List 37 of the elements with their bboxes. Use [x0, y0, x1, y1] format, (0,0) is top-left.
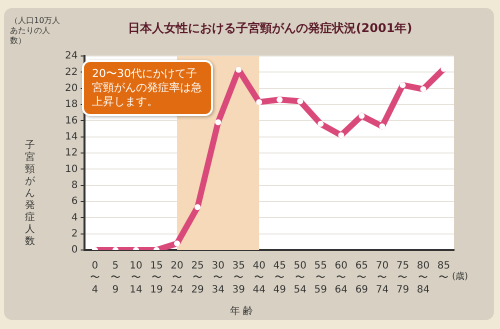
x-tick-label: 10 〜 14: [130, 260, 142, 296]
x-tick-label: 80 〜 84: [416, 260, 430, 296]
text: （人口10万人あたりの人数）: [10, 16, 62, 46]
x-tick-label: 40 〜 44: [252, 260, 266, 296]
x-tick-label: 5 〜 9: [110, 260, 120, 296]
x-tick-label: 20 〜 24: [170, 260, 184, 296]
x-tick-label: 30 〜 34: [212, 260, 224, 296]
x-tick-label: 55 〜 59: [314, 260, 328, 296]
y-tick-label: 14: [64, 131, 78, 142]
x-tick-label: 25 〜 29: [191, 260, 204, 296]
x-tick-label: 0 〜 4: [90, 260, 100, 296]
x-tick-label: 60 〜 64: [334, 260, 348, 296]
x-tick-label: 85 〜: [437, 260, 450, 284]
y-tick-label: 22: [64, 66, 78, 78]
y-tick-label: 0: [71, 244, 78, 256]
x-tick-label: 45 〜 49: [273, 260, 286, 296]
x-tick-label: 65 〜 69: [355, 260, 368, 296]
y-tick-label: 16: [64, 115, 78, 126]
text: (歳): [452, 270, 468, 283]
x-tick-label: 50 〜 54: [294, 260, 306, 296]
y-tick-label: 24: [64, 50, 78, 62]
x-tick-label: 35 〜 39: [232, 260, 245, 296]
y-tick-label: 10: [64, 164, 78, 175]
x-tick-label: 15 〜 19: [150, 260, 163, 296]
y-tick-label: 12: [64, 148, 78, 159]
y-tick-label: 8: [71, 180, 78, 191]
x-tick-label: 70 〜 74: [376, 260, 389, 296]
y-tick-label: 2: [71, 228, 78, 240]
y-tick-label: 18: [64, 99, 78, 110]
y-tick-label: 6: [71, 196, 78, 208]
text: 子宮頸がん発症人数: [25, 140, 35, 247]
y-tick-label: 4: [71, 212, 78, 224]
x-axis-title: 年 齢: [230, 304, 254, 318]
annotation: 20〜30代にかけて子宮頸がんの発症率は急上昇します。: [82, 60, 213, 116]
chart-title: 日本人女性における子宮頸がんの発症状況(2001年): [126, 20, 414, 37]
x-tick-label: 75 〜 79: [396, 260, 410, 296]
y-tick-label: 20: [64, 82, 78, 94]
